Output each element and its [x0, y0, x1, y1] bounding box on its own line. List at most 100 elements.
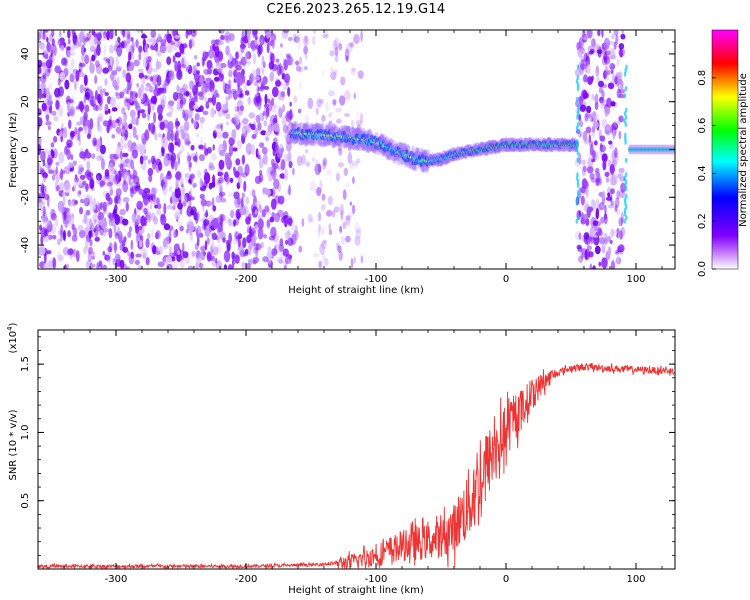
spectral-cell: [41, 64, 46, 76]
spectral-cell: [249, 190, 256, 197]
spectral-cell: [121, 128, 125, 137]
spectral-cell: [183, 60, 190, 72]
spectral-cell: [127, 250, 130, 257]
spectral-cell: [38, 88, 43, 100]
spectral-cell: [270, 188, 276, 198]
spectral-cell: [579, 95, 584, 106]
spectral-cell: [202, 200, 205, 212]
spectral-cell: [48, 63, 52, 74]
spectral-cell: [63, 207, 70, 213]
spectral-cell: [196, 235, 200, 247]
spectral-cell: [618, 42, 625, 50]
spectral-cell: [155, 58, 159, 70]
spectral-cell: [344, 112, 350, 118]
spectral-cell: [67, 66, 75, 75]
spectral-cell: [66, 263, 70, 269]
spectral-cell: [204, 79, 209, 87]
spectral-cell: [586, 166, 594, 174]
spectral-cell: [584, 112, 589, 122]
spectral-cell: [67, 248, 74, 255]
spectral-cell: [102, 88, 106, 94]
spectral-cell: [340, 235, 346, 246]
spectral-cell: [104, 110, 109, 115]
spectral-cell: [289, 101, 292, 107]
spectral-cell: [307, 97, 314, 110]
spectral-cell: [115, 118, 120, 124]
spectral-cell: [119, 208, 126, 216]
spectral-cell: [614, 197, 620, 208]
spectral-cell: [166, 112, 173, 117]
spectral-cell: [125, 30, 129, 39]
spectral-cell: [89, 178, 95, 189]
spectral-cell: [266, 31, 271, 39]
spectral-cell: [188, 80, 194, 90]
spectral-cell: [215, 178, 223, 190]
spectral-cell: [285, 53, 291, 59]
spectral-cell: [118, 163, 125, 169]
spectral-cell: [576, 190, 580, 196]
spectral-cell: [96, 175, 100, 185]
spectral-cell: [66, 139, 73, 148]
spectral-cell: [611, 33, 614, 40]
spectral-cell: [40, 168, 45, 176]
spectral-cell: [604, 171, 610, 178]
spectral-cell: [181, 201, 187, 207]
spectral-cell: [108, 212, 115, 221]
spectral-cell: [209, 62, 213, 71]
spectral-cell: [213, 246, 219, 256]
spectral-cell: [255, 35, 258, 41]
spectral-cell: [146, 38, 152, 43]
spectral-cell: [620, 211, 624, 224]
spectral-cell: [577, 215, 580, 221]
spectral-cell: [76, 41, 82, 48]
spectral-cell: [89, 95, 97, 108]
spectral-cell: [609, 163, 615, 176]
spectral-cell: [112, 208, 116, 217]
spectral-cell: [181, 57, 185, 67]
spectral-cell: [187, 224, 190, 231]
spectral-cell: [576, 75, 579, 81]
spectral-cell: [305, 161, 310, 167]
spectral-cell: [126, 33, 131, 45]
spectral-cell: [149, 122, 156, 134]
spectral-cell: [40, 184, 47, 196]
spectral-cell: [275, 256, 282, 263]
spectral-cell: [189, 161, 192, 168]
spectral-cell: [51, 110, 57, 116]
spectral-cell: [316, 98, 322, 108]
spectral-cell: [235, 158, 241, 166]
spectral-cell: [251, 133, 257, 139]
spectral-cell: [104, 254, 111, 261]
spectral-cell: [255, 95, 262, 104]
spectral-cell: [607, 82, 615, 90]
spectral-cell: [260, 61, 265, 73]
spectral-cell: [218, 52, 224, 62]
spectral-cell: [147, 232, 151, 239]
spectral-cell: [104, 91, 109, 97]
spectral-cell: [295, 65, 301, 72]
spectral-cell: [71, 51, 76, 57]
spectral-cell: [336, 118, 342, 124]
spectral-cell: [88, 246, 94, 255]
spectral-cell: [616, 58, 620, 67]
spectral-cell: [47, 234, 53, 240]
spectral-cell: [116, 123, 121, 136]
spectral-cell: [107, 108, 111, 114]
spectral-cell: [211, 232, 218, 241]
spectral-cell: [103, 56, 109, 61]
spectral-cell: [97, 211, 104, 221]
spectral-cell: [45, 114, 50, 122]
spectral-cell: [266, 219, 271, 229]
spectral-cell: [319, 164, 325, 170]
spectral-cell: [57, 251, 61, 262]
spectral-cell: [329, 111, 334, 117]
spectral-cell: [78, 178, 83, 186]
spectral-cell: [112, 79, 118, 88]
spectral-cell: [117, 116, 123, 127]
spectral-cell: [148, 174, 153, 183]
spectral-cell: [41, 179, 44, 187]
spectral-cell: [46, 41, 51, 53]
spectral-cell: [206, 146, 212, 154]
spectral-cell: [257, 218, 264, 230]
spectral-cell: [134, 92, 138, 99]
